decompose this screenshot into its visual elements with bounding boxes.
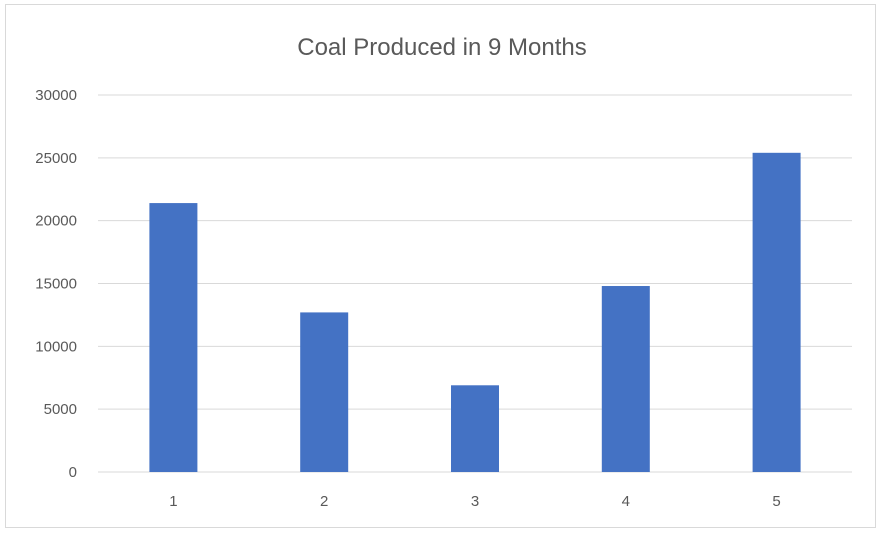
y-tick-label: 5000	[44, 401, 77, 418]
bar-5	[752, 152, 801, 472]
bar-4	[601, 286, 650, 472]
x-tick-label: 3	[471, 493, 479, 510]
gridlines	[98, 94, 852, 473]
x-tick-label: 5	[772, 493, 780, 510]
bars	[149, 152, 801, 472]
y-tick-label: 15000	[35, 276, 77, 293]
x-tick-label: 4	[622, 493, 630, 510]
y-tick-label: 0	[69, 464, 77, 481]
y-tick-label: 30000	[35, 87, 77, 104]
bar-1	[149, 203, 198, 472]
x-tick-label: 2	[320, 493, 328, 510]
y-tick-label: 10000	[35, 338, 77, 355]
chart-title: Coal Produced in 9 Months	[297, 34, 587, 61]
y-tick-label: 20000	[35, 213, 77, 230]
y-axis-ticks: 0 5000 10000 15000 20000 25000 30000	[35, 87, 77, 481]
bar-3	[451, 385, 499, 472]
bar-2	[300, 312, 349, 472]
y-tick-label: 25000	[35, 150, 77, 167]
x-tick-label: 1	[169, 493, 177, 510]
x-axis-ticks: 1 2 3 4 5	[169, 493, 781, 510]
